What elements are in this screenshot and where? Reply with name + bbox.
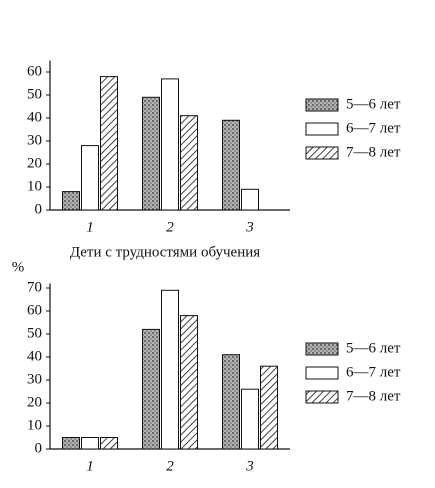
bar [180,115,198,211]
bar [81,145,99,211]
bar [62,191,80,211]
legend-label: 5—6 лет [346,96,401,112]
legend-label: 5—6 лет [346,340,401,356]
bar [142,328,160,450]
y-tick-label: 0 [35,440,43,456]
y-tick-label: 70 [27,279,42,295]
legend-swatch [305,390,339,404]
y-tick-label: 20 [27,155,42,171]
x-tick-label: 1 [86,219,94,235]
y-tick-label: 40 [27,109,42,125]
legend-swatch [305,146,339,160]
bar [161,78,179,211]
bar [260,365,278,450]
y-tick-label: 30 [27,132,42,148]
bar [62,437,80,450]
legend-label: 7—8 лет [346,144,401,160]
bar [100,437,118,450]
y-tick-label: 50 [27,325,42,341]
x-tick-label: 1 [86,458,94,474]
y-axis-label: % [12,259,25,275]
legend-swatch [305,342,339,356]
legend-label: 6—7 лет [346,364,401,380]
y-tick-label: 20 [27,394,42,410]
y-tick-label: 10 [27,417,42,433]
bar [180,315,198,450]
bar [241,388,259,450]
x-tick-label: 3 [245,219,254,235]
bar [81,437,99,450]
y-tick-label: 50 [27,86,42,102]
y-tick-label: 60 [27,302,42,318]
bar [161,289,179,450]
y-tick-label: 60 [27,63,42,79]
bar [222,354,240,450]
legend-label: 6—7 лет [346,120,401,136]
legend-swatch [305,98,339,112]
chart-title: Дети с трудностями обучения [70,244,260,260]
y-tick-label: 0 [35,201,43,217]
bar [142,96,160,211]
x-tick-label: 2 [166,458,174,474]
y-tick-label: 10 [27,178,42,194]
bar [222,119,240,211]
y-tick-label: 30 [27,371,42,387]
x-tick-label: 3 [245,458,254,474]
bar [100,76,118,211]
legend-swatch [305,366,339,380]
y-tick-label: 40 [27,348,42,364]
legend-swatch [305,122,339,136]
legend-label: 7—8 лет [346,388,401,404]
x-tick-label: 2 [166,219,174,235]
bar [241,188,259,211]
